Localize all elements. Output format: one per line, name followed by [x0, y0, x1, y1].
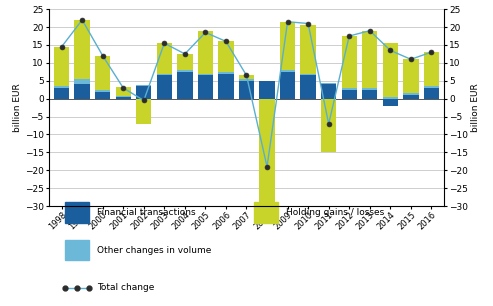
Bar	[95, 91, 110, 99]
Bar	[136, 86, 151, 99]
Bar	[218, 72, 234, 74]
Text: Financial transactions: Financial transactions	[97, 208, 195, 217]
Bar	[280, 72, 295, 99]
Bar	[300, 74, 316, 75]
Bar	[157, 75, 172, 99]
Bar	[259, 81, 275, 99]
Bar	[115, 87, 131, 96]
Y-axis label: billion EUR: billion EUR	[471, 83, 480, 132]
Bar	[115, 97, 131, 99]
Bar	[239, 75, 254, 79]
Bar	[136, 85, 151, 86]
Bar	[198, 74, 213, 75]
Bar	[423, 52, 439, 86]
Bar	[74, 84, 90, 99]
Bar	[423, 86, 439, 88]
Bar	[342, 90, 357, 99]
Bar	[362, 31, 378, 88]
Bar	[403, 93, 419, 95]
Bar	[74, 79, 90, 84]
Bar	[300, 25, 316, 74]
Bar	[157, 43, 172, 74]
Bar	[74, 20, 90, 79]
Bar	[95, 56, 110, 90]
FancyBboxPatch shape	[254, 202, 278, 223]
Bar	[177, 72, 193, 99]
Bar	[423, 88, 439, 99]
Bar	[198, 75, 213, 99]
Y-axis label: billion EUR: billion EUR	[13, 83, 22, 132]
Bar	[95, 90, 110, 91]
Bar	[136, 99, 151, 124]
FancyBboxPatch shape	[65, 240, 89, 260]
Bar	[321, 84, 336, 99]
Bar	[198, 31, 213, 74]
Bar	[403, 95, 419, 99]
Bar	[157, 74, 172, 75]
Text: Other changes in volume: Other changes in volume	[97, 246, 211, 255]
Bar	[239, 81, 254, 99]
Bar	[383, 97, 398, 99]
Bar	[342, 36, 357, 88]
Bar	[300, 75, 316, 99]
Bar	[177, 70, 193, 72]
Text: Holding gains / losses: Holding gains / losses	[286, 208, 384, 217]
Bar	[54, 47, 70, 86]
Bar	[218, 41, 234, 72]
Bar	[342, 88, 357, 90]
Bar	[115, 96, 131, 97]
Bar	[218, 74, 234, 99]
Bar	[362, 88, 378, 90]
Bar	[321, 99, 336, 152]
Bar	[321, 83, 336, 84]
Bar	[280, 22, 295, 70]
Text: Total change: Total change	[97, 283, 154, 292]
FancyBboxPatch shape	[65, 202, 89, 223]
Bar	[54, 86, 70, 88]
Bar	[259, 99, 275, 203]
Bar	[177, 54, 193, 70]
Bar	[383, 43, 398, 97]
Bar	[403, 59, 419, 93]
Bar	[280, 70, 295, 72]
Bar	[362, 90, 378, 99]
Bar	[54, 88, 70, 99]
Bar	[383, 99, 398, 106]
Bar	[239, 79, 254, 81]
